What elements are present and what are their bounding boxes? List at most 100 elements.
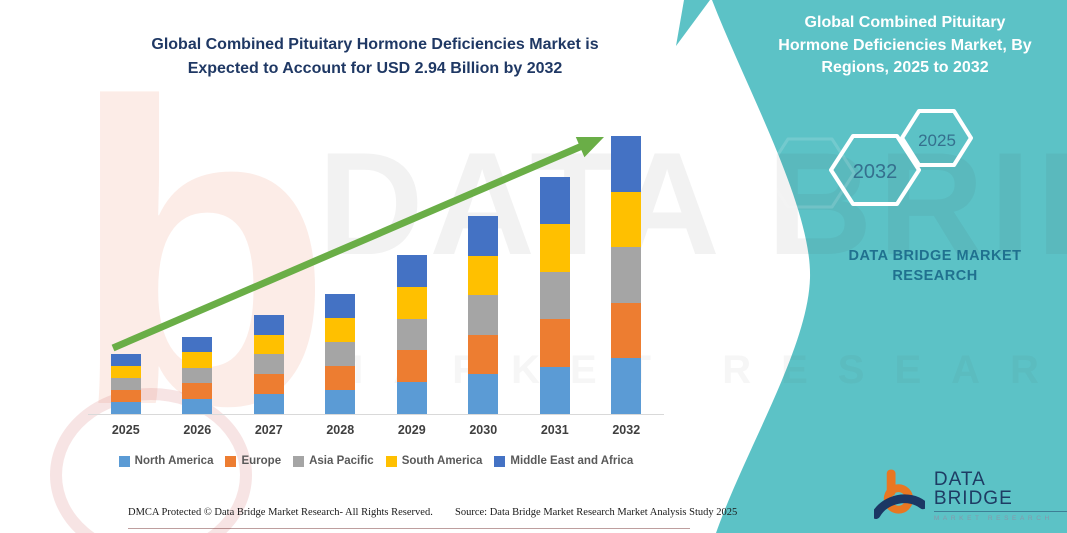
bar-segment-asia-pacific xyxy=(611,247,642,303)
bar-slot-2026 xyxy=(162,136,234,414)
brand-wordmark-line: RESEARCH xyxy=(892,267,978,284)
bar-segment-south-america xyxy=(182,352,213,368)
x-axis-label: 2027 xyxy=(254,423,283,437)
bar-slot-2031 xyxy=(519,136,591,414)
x-axis-label: 2029 xyxy=(397,423,426,437)
hexagon-watermark-icon xyxy=(764,137,856,209)
bar-segment-north-america xyxy=(539,366,570,414)
logo-subtitle-text: MARKET RESEARCH xyxy=(933,515,1053,522)
bar-segment-middle-east-and-africa xyxy=(325,293,356,318)
brand-wordmark: DATA BRIDGE MARKET RESEARCH xyxy=(815,247,1055,286)
x-axis-label: 2025 xyxy=(111,423,140,437)
bar-segment-asia-pacific xyxy=(253,354,284,375)
bar-segment-asia-pacific xyxy=(182,367,213,383)
bar-segment-south-america xyxy=(110,366,141,379)
bar-2032 xyxy=(611,136,642,414)
bar-segment-middle-east-and-africa xyxy=(253,314,284,335)
x-axis-label: 2030 xyxy=(469,423,498,437)
bar-2029 xyxy=(396,255,427,414)
brand-wordmark-line: DATA BRIDGE MARKET xyxy=(848,248,1022,264)
legend-swatch-icon xyxy=(494,455,506,467)
legend-swatch-icon xyxy=(118,455,130,467)
side-panel-heading: Global Combined Pituitary Hormone Deficie… xyxy=(755,12,1055,80)
bar-segment-asia-pacific xyxy=(110,378,141,391)
bar-segment-middle-east-and-africa xyxy=(182,336,213,352)
bar-segment-south-america xyxy=(611,191,642,248)
bar-segment-asia-pacific xyxy=(396,318,427,351)
chart-legend: North America Europe Asia Pacific South Ame… xyxy=(80,455,672,467)
x-axis-label: 2032 xyxy=(612,423,641,437)
bar-segment-europe xyxy=(396,350,427,383)
bar-segment-south-america xyxy=(539,224,570,272)
legend-label: South America xyxy=(401,455,483,467)
market-research-watermark-text: MARKET RESEARCH xyxy=(330,348,1067,392)
bar-segment-asia-pacific xyxy=(468,295,499,335)
bar-segment-asia-pacific xyxy=(539,271,570,320)
bar-segment-europe xyxy=(539,319,570,367)
bar-slot-2027 xyxy=(233,136,305,414)
bar-2025 xyxy=(110,354,141,414)
company-logo-icon xyxy=(874,469,925,520)
bar-segment-europe xyxy=(325,365,356,390)
bar-segment-north-america xyxy=(182,398,213,414)
bar-slot-2029 xyxy=(376,136,448,414)
legend-swatch-icon xyxy=(225,455,237,467)
x-axis-line xyxy=(88,414,664,415)
hexagon-2032-icon xyxy=(829,134,921,206)
legend-swatch-icon xyxy=(293,455,305,467)
x-axis-label: 2028 xyxy=(326,423,355,437)
bar-slot-2032 xyxy=(591,136,663,414)
page-title: Global Combined Pituitary Hormone Defici… xyxy=(105,33,645,81)
bar-segment-north-america xyxy=(611,358,642,414)
bar-segment-north-america xyxy=(468,374,499,414)
bar-2028 xyxy=(325,293,356,414)
legend-label: Asia Pacific xyxy=(309,455,374,467)
x-axis-label: 2026 xyxy=(183,423,212,437)
bar-slot-2030 xyxy=(448,136,520,414)
bar-segment-europe xyxy=(110,390,141,403)
bar-segment-middle-east-and-africa xyxy=(539,176,570,225)
bar-segment-middle-east-and-africa xyxy=(110,354,141,367)
bar-segment-south-america xyxy=(468,255,499,296)
logo-name-text: DATA BRIDGE xyxy=(933,469,1013,509)
hexagon-2032-label: 2032 xyxy=(853,161,898,183)
source-note: Source: Data Bridge Market Research Mark… xyxy=(455,507,738,518)
side-panel-heading-line: Regions, 2025 to 2032 xyxy=(821,59,989,77)
bar-segment-middle-east-and-africa xyxy=(611,136,642,192)
bar-slot-2025 xyxy=(90,136,162,414)
x-axis-labels: 2025 2026 2027 2028 2029 2030 2031 2032 xyxy=(90,423,662,437)
bar-segment-middle-east-and-africa xyxy=(396,255,427,287)
hexagon-2025-icon xyxy=(900,109,973,167)
bar-2030 xyxy=(468,216,499,414)
page-title-line: Expected to Account for USD 2.94 Billion… xyxy=(187,60,563,77)
legend-swatch-icon xyxy=(385,455,397,467)
bar-segment-middle-east-and-africa xyxy=(468,216,499,256)
bar-segment-europe xyxy=(253,374,284,395)
bar-segment-europe xyxy=(182,383,213,399)
bar-2026 xyxy=(182,336,213,414)
legend-label: North America xyxy=(134,455,214,467)
logo-divider xyxy=(933,511,1067,512)
bar-segment-asia-pacific xyxy=(325,341,356,366)
hexagon-2025-label: 2025 xyxy=(918,131,956,150)
footer-divider xyxy=(128,528,690,529)
dmca-notice: DMCA Protected © Data Bridge Market Rese… xyxy=(128,507,433,518)
bar-segment-south-america xyxy=(325,317,356,342)
legend-label: Europe xyxy=(241,455,282,467)
x-axis-label: 2031 xyxy=(540,423,569,437)
bar-segment-europe xyxy=(468,334,499,375)
side-panel-heading-line: Hormone Deficiencies Market, By xyxy=(778,36,1032,54)
bar-segment-europe xyxy=(611,302,642,359)
bar-slot-2028 xyxy=(305,136,377,414)
legend-item: Middle East and Africa xyxy=(494,455,633,467)
legend-item: Asia Pacific xyxy=(293,455,374,467)
bar-segment-north-america xyxy=(396,382,427,414)
bar-2031 xyxy=(539,176,570,414)
legend-item: North America xyxy=(118,455,214,467)
legend-item: Europe xyxy=(225,455,281,467)
bar-segment-south-america xyxy=(396,286,427,319)
